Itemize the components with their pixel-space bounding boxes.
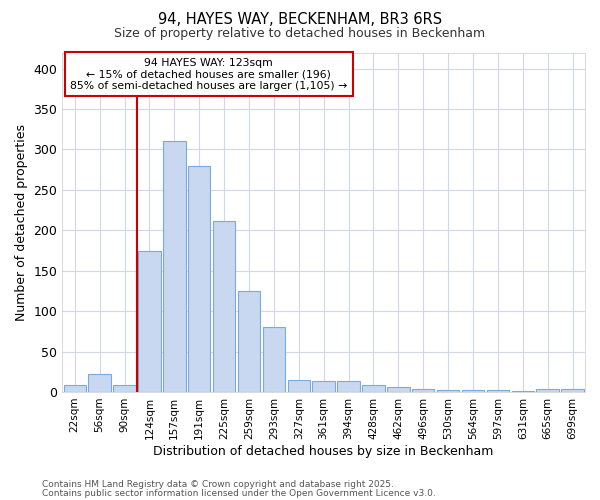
Bar: [88, 374, 111, 392]
Text: 94 HAYES WAY: 123sqm
← 15% of detached houses are smaller (196)
85% of semi-deta: 94 HAYES WAY: 123sqm ← 15% of detached h…: [70, 58, 347, 91]
Bar: [512, 391, 534, 392]
Bar: [263, 328, 285, 392]
Bar: [287, 380, 310, 392]
Bar: [462, 390, 484, 392]
Bar: [536, 388, 559, 392]
Bar: [437, 390, 460, 392]
X-axis label: Distribution of detached houses by size in Beckenham: Distribution of detached houses by size …: [154, 444, 494, 458]
Bar: [487, 390, 509, 392]
Bar: [562, 388, 584, 392]
Text: Size of property relative to detached houses in Beckenham: Size of property relative to detached ho…: [115, 28, 485, 40]
Text: Contains HM Land Registry data © Crown copyright and database right 2025.: Contains HM Land Registry data © Crown c…: [42, 480, 394, 489]
Bar: [188, 166, 211, 392]
Y-axis label: Number of detached properties: Number of detached properties: [15, 124, 28, 320]
Bar: [337, 380, 360, 392]
Bar: [213, 220, 235, 392]
Bar: [163, 140, 185, 392]
Bar: [387, 387, 410, 392]
Bar: [113, 386, 136, 392]
Bar: [362, 384, 385, 392]
Bar: [64, 386, 86, 392]
Bar: [238, 291, 260, 392]
Text: Contains public sector information licensed under the Open Government Licence v3: Contains public sector information licen…: [42, 488, 436, 498]
Text: 94, HAYES WAY, BECKENHAM, BR3 6RS: 94, HAYES WAY, BECKENHAM, BR3 6RS: [158, 12, 442, 28]
Bar: [313, 380, 335, 392]
Bar: [412, 388, 434, 392]
Bar: [138, 250, 161, 392]
